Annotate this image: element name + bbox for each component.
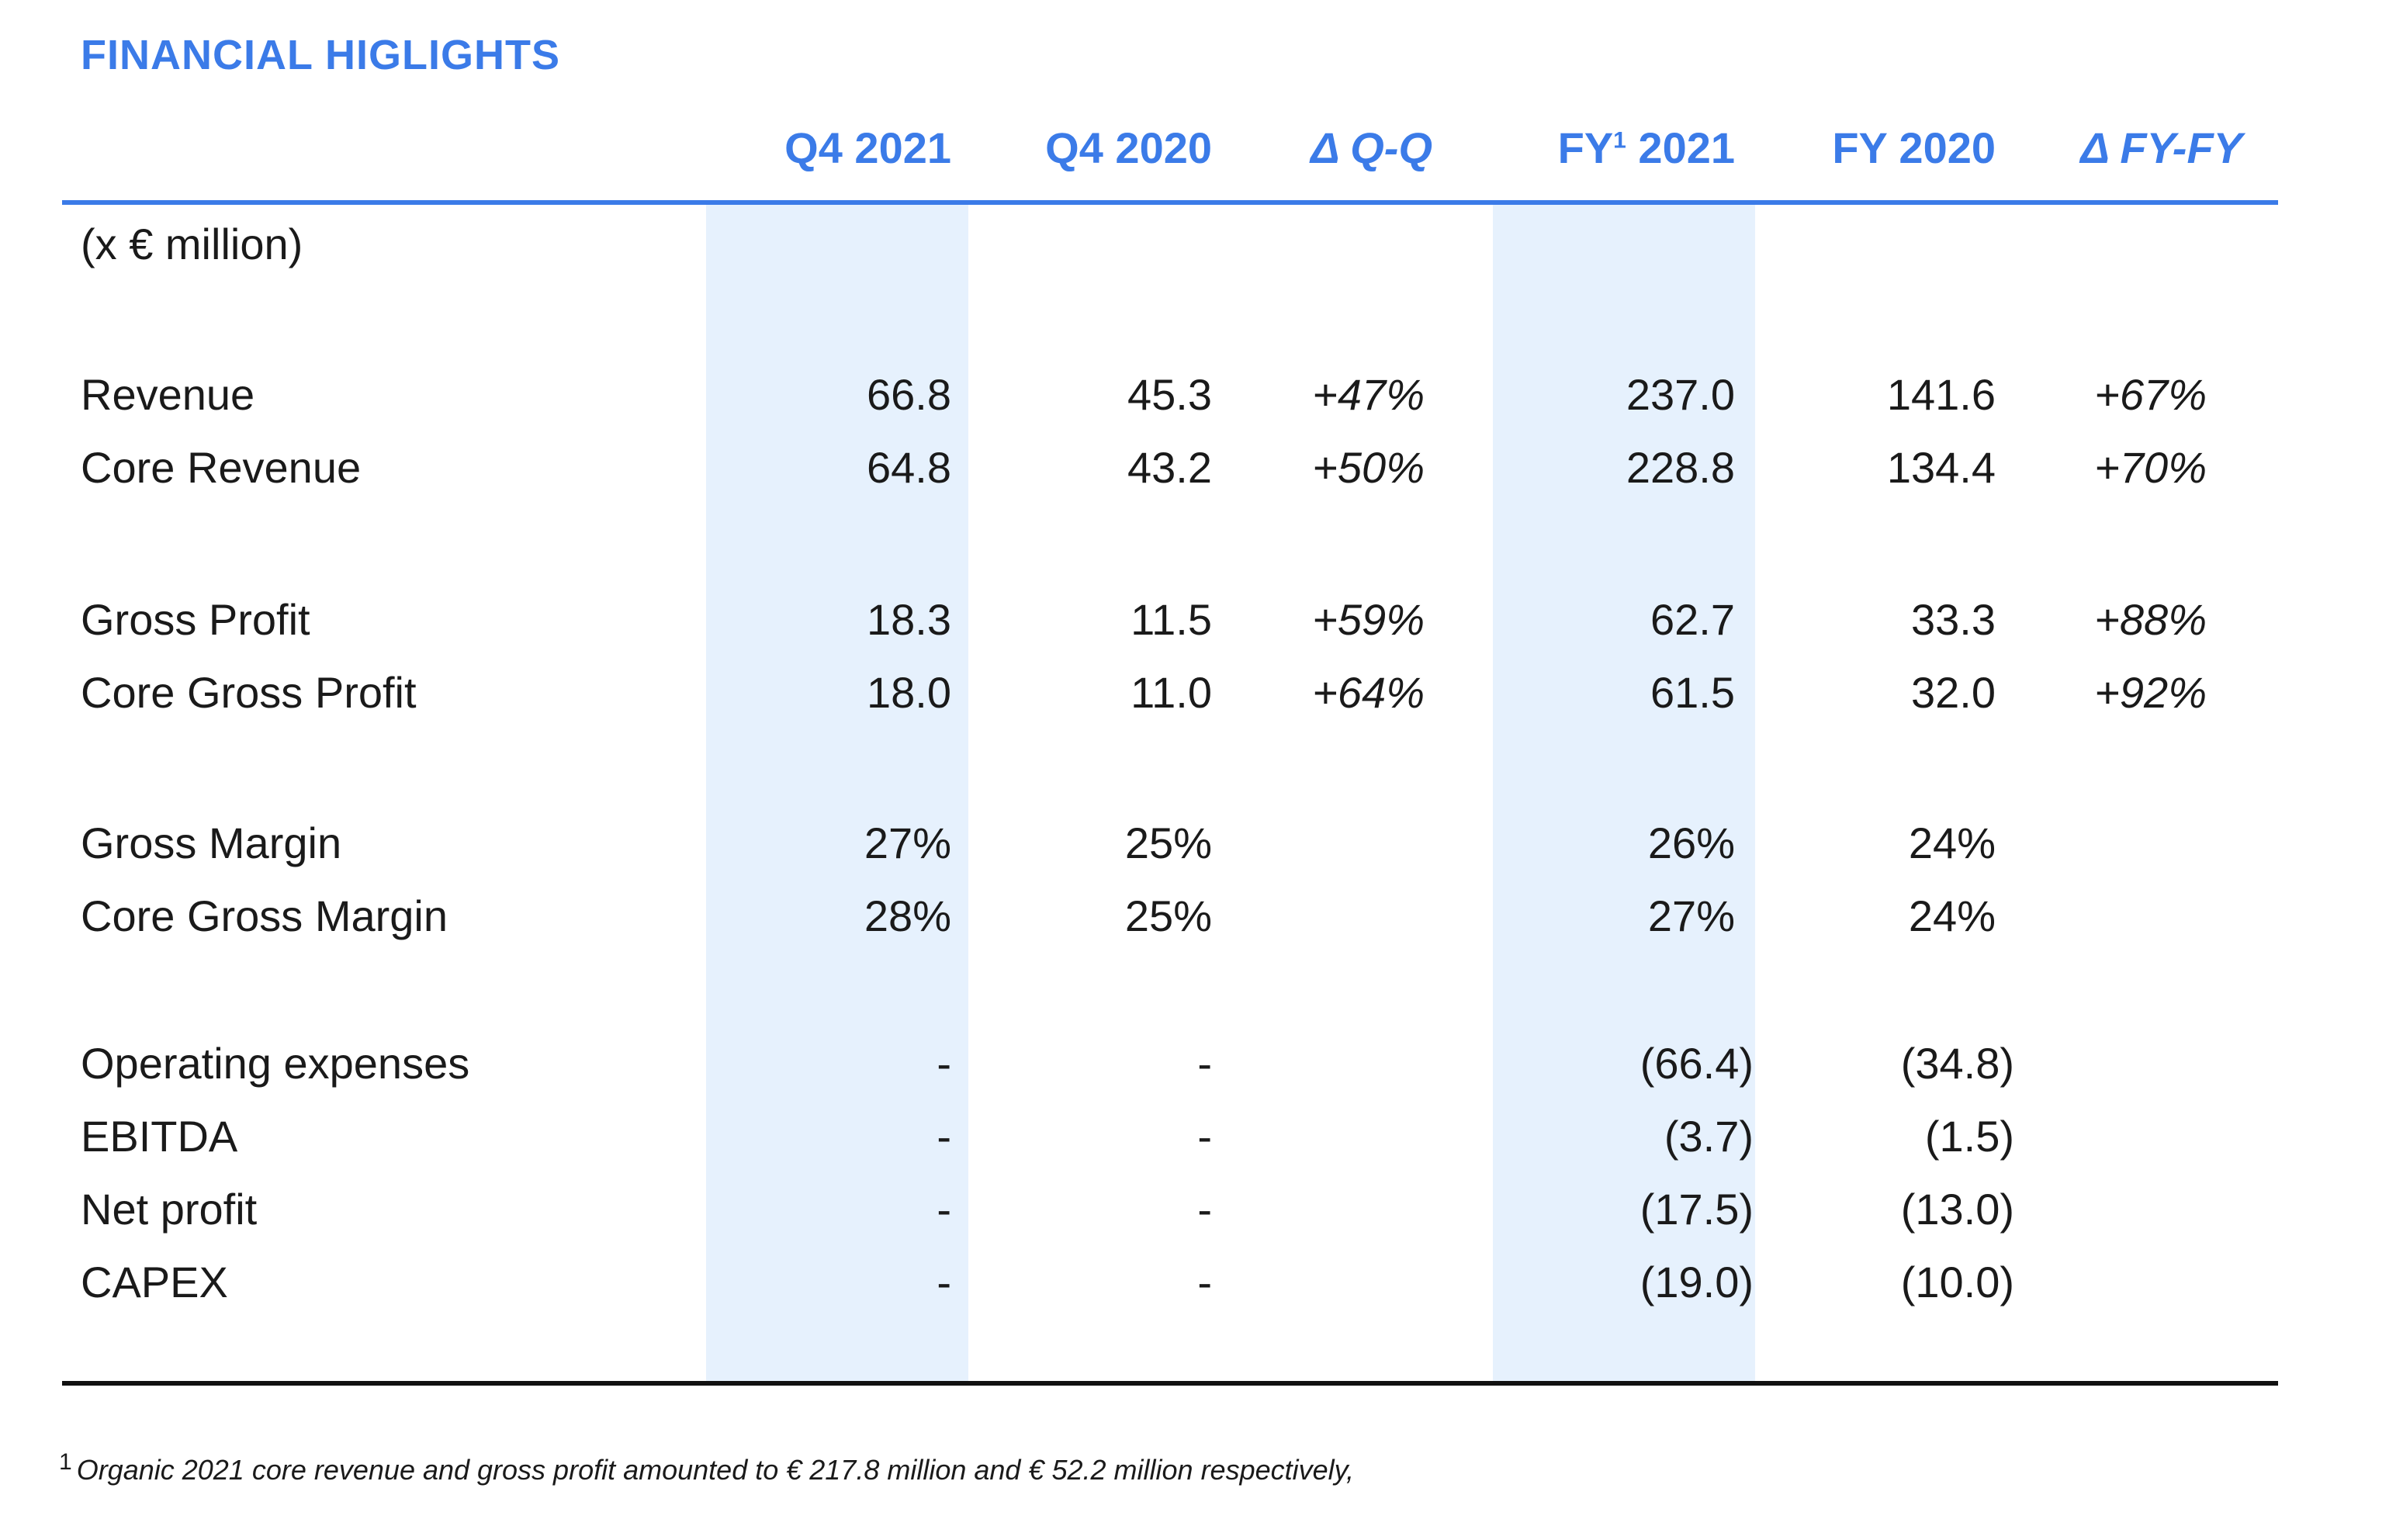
row-label: Core Revenue [81,443,362,492]
cell-fy-2021: 26% [1647,818,1735,867]
cell-q4-2020: - [1197,1185,1212,1234]
cell-fy-2020: 24% [1908,818,1996,867]
cell-q4-2020: - [1197,1112,1212,1161]
footnote-marker: 1 [59,1449,72,1475]
cell-delta-fy: +70% [2094,443,2207,492]
row-label: Net profit [81,1185,258,1234]
cell-fy-2021: 61.5 [1650,668,1735,717]
cell-fy-2021: 228.8 [1626,443,1735,492]
cell-fy-2020: 24% [1908,891,1996,940]
column-header-delta-qq: Δ Q-Q [1311,123,1432,172]
cell-fy-2020: 33.3 [1911,595,1996,644]
cell-q4-2020: 11.0 [1131,668,1212,717]
cell-fy-2020: (1.5) [1924,1112,2014,1161]
cell-fy-2021: 237.0 [1626,370,1735,419]
cell-fy-2021: (3.7) [1664,1112,1754,1161]
column-header-q4-2021: Q4 2021 [784,123,951,172]
unit-label: (x € million) [81,220,303,268]
cell-q4-2020: 25% [1124,818,1212,867]
fy-2021-footnote-marker: 1 [1613,127,1626,154]
header-divider [62,200,2278,205]
cell-fy-2021: 62.7 [1650,595,1735,644]
row-label: Gross Profit [81,595,310,644]
cell-q4-2021: 18.0 [867,668,951,717]
cell-fy-2021: 27% [1647,891,1735,940]
cell-fy-2020: (13.0) [1900,1185,2014,1234]
row-label: EBITDA [81,1112,238,1161]
page-title: FINANCIAL HIGLIGHTS [81,32,560,78]
cell-delta-fy: +67% [2094,370,2207,419]
cell-q4-2021: 18.3 [867,595,951,644]
footnote-text: Organic 2021 core revenue and gross prof… [76,1454,1354,1486]
cell-q4-2020: - [1197,1258,1212,1306]
fy-2021-suffix: 2021 [1626,123,1735,172]
cell-q4-2021: 27% [864,818,951,867]
cell-fy-2020: 32.0 [1911,668,1996,717]
highlight-band-fy-2021 [1493,205,1755,1381]
row-label: Gross Margin [81,818,342,867]
row-label: Operating expenses [81,1039,470,1088]
cell-q4-2021: - [937,1112,951,1161]
table-bottom-rule [62,1381,2278,1386]
cell-delta-qq: +50% [1312,443,1425,492]
cell-q4-2020: 45.3 [1127,370,1212,419]
row-label: CAPEX [81,1258,228,1306]
highlight-band-q4-2021 [706,205,968,1381]
cell-q4-2020: 11.5 [1131,595,1212,644]
cell-delta-qq: +47% [1312,370,1425,419]
cell-q4-2020: 25% [1124,891,1212,940]
cell-fy-2021: (66.4) [1640,1039,1754,1088]
row-label: Core Gross Margin [81,891,448,940]
footnote: 1 Organic 2021 core revenue and gross pro… [59,1449,1354,1486]
cell-fy-2020: (34.8) [1900,1039,2014,1088]
cell-q4-2020: - [1197,1039,1212,1088]
cell-fy-2021: (17.5) [1640,1185,1754,1234]
cell-q4-2021: - [937,1039,951,1088]
column-header-delta-fy: Δ FY-FY [2080,123,2242,172]
fy-2021-prefix: FY [1557,123,1614,172]
column-header-fy-2021: FY1 2021 [1474,123,1735,173]
row-label: Revenue [81,370,255,419]
cell-fy-2020: (10.0) [1900,1258,2014,1306]
cell-q4-2021: 28% [864,891,951,940]
column-header-fy-2020: FY 2020 [1832,123,1996,172]
cell-q4-2021: - [937,1258,951,1306]
cell-delta-qq: +59% [1312,595,1425,644]
cell-fy-2021: (19.0) [1640,1258,1754,1306]
cell-q4-2021: - [937,1185,951,1234]
row-label: Core Gross Profit [81,668,417,717]
column-header-q4-2020: Q4 2020 [1045,123,1212,172]
cell-delta-fy: +88% [2094,595,2207,644]
cell-q4-2020: 43.2 [1127,443,1212,492]
cell-delta-qq: +64% [1312,668,1425,717]
cell-fy-2020: 134.4 [1886,443,1996,492]
cell-q4-2021: 66.8 [867,370,951,419]
cell-delta-fy: +92% [2094,668,2207,717]
cell-q4-2021: 64.8 [867,443,951,492]
cell-fy-2020: 141.6 [1886,370,1996,419]
